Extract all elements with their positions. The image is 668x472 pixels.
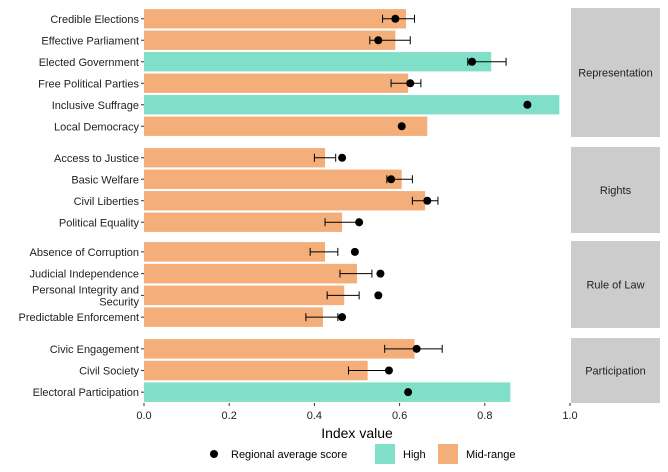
legend: Regional average score High Mid-range bbox=[210, 444, 516, 464]
legend-mid-swatch bbox=[438, 444, 458, 464]
y-tick-label: Effective Parliament bbox=[41, 35, 139, 47]
y-tick-label: Civic Engagement bbox=[50, 344, 139, 356]
y-tick-label: Credible Elections bbox=[50, 14, 139, 26]
bar bbox=[144, 360, 368, 381]
y-tick-label: Free Political Parties bbox=[38, 78, 139, 90]
y-tick-label: Inclusive Suffrage bbox=[52, 100, 139, 112]
y-tick-label: Electoral Participation bbox=[33, 387, 139, 399]
facet-panels: Credible Elections Effective Parliament El… bbox=[19, 8, 660, 403]
facet-strip-label: Participation bbox=[585, 366, 646, 378]
facet-strip bbox=[571, 338, 660, 403]
x-tick-label: 0.4 bbox=[307, 410, 322, 422]
facet-strip bbox=[571, 8, 660, 137]
bar bbox=[144, 285, 345, 306]
y-tick-label: Basic Welfare bbox=[71, 174, 139, 186]
x-axis-title: Index value bbox=[321, 425, 393, 441]
regional-average-point bbox=[397, 122, 406, 131]
legend-high-swatch bbox=[375, 444, 395, 464]
regional-average-point bbox=[423, 196, 432, 205]
bar bbox=[144, 263, 357, 284]
facet-strip bbox=[571, 241, 660, 328]
bar bbox=[144, 148, 326, 168]
y-tick-label: Political Equality bbox=[59, 217, 140, 229]
regional-average-point bbox=[338, 153, 347, 162]
y-tick-label: Judicial Independence bbox=[30, 269, 139, 281]
regional-average-point bbox=[338, 313, 347, 322]
bar bbox=[144, 382, 511, 402]
y-tick-label: Local Democracy bbox=[54, 121, 139, 133]
regional-average-point bbox=[406, 79, 415, 88]
bar bbox=[144, 52, 492, 72]
legend-mid-label: Mid-range bbox=[466, 449, 516, 461]
regional-average-point bbox=[384, 366, 393, 375]
bar bbox=[144, 95, 560, 115]
facet-rights: Access to Justice Basic Welfare Civil Libe… bbox=[54, 147, 660, 233]
regional-average-point bbox=[468, 57, 477, 66]
bar bbox=[144, 191, 426, 211]
bar bbox=[144, 30, 396, 50]
bar bbox=[144, 169, 402, 189]
x-tick-label: 0.8 bbox=[477, 410, 492, 422]
regional-average-point bbox=[523, 100, 532, 109]
facet-participation: Civic Engagement Civil Society Electoral P… bbox=[33, 338, 660, 403]
regional-average-point bbox=[387, 175, 396, 184]
regional-average-point bbox=[404, 388, 413, 397]
y-tick-label: Access to Justice bbox=[54, 153, 139, 165]
regional-average-point bbox=[412, 344, 421, 353]
regional-average-point bbox=[376, 269, 385, 278]
y-tick-label: Elected Government bbox=[39, 57, 139, 69]
bar bbox=[144, 73, 409, 93]
legend-dot-marker bbox=[210, 450, 218, 458]
facet-strip-label: Rights bbox=[600, 185, 632, 197]
legend-high-label: High bbox=[403, 449, 426, 461]
y-tick-label: Civil Society bbox=[79, 366, 139, 378]
y-tick-label: Civil Liberties bbox=[74, 196, 140, 208]
facet-representation: Credible Elections Effective Parliament El… bbox=[38, 8, 660, 137]
regional-average-point bbox=[350, 247, 359, 256]
bar bbox=[144, 339, 415, 359]
facet-rule-of-law: Absence of Corruption Judicial Independen… bbox=[19, 241, 660, 328]
regional-average-point bbox=[374, 36, 383, 45]
regional-average-point bbox=[355, 218, 364, 227]
regional-average-point bbox=[374, 291, 383, 300]
y-tick-label: Absence of Corruption bbox=[30, 247, 139, 259]
facet-strip-label: Rule of Law bbox=[586, 280, 644, 292]
bar bbox=[144, 116, 428, 136]
bar bbox=[144, 307, 323, 327]
x-tick-label: 0.6 bbox=[392, 410, 407, 422]
regional-average-point bbox=[391, 14, 400, 23]
facet-strip bbox=[571, 147, 660, 233]
y-tick-label: Personal Integrity and Security bbox=[32, 284, 140, 308]
x-tick-label: 1.0 bbox=[562, 410, 577, 422]
x-tick-label: 0.0 bbox=[136, 410, 151, 422]
facet-strip-label: Representation bbox=[578, 68, 653, 80]
x-axis: 0.0 0.2 0.4 0.6 0.8 1.0 bbox=[136, 403, 578, 422]
legend-dot-label: Regional average score bbox=[231, 449, 347, 461]
y-tick-label: Predictable Enforcement bbox=[19, 312, 139, 324]
bar bbox=[144, 9, 406, 29]
bar bbox=[144, 212, 343, 232]
x-tick-label: 0.2 bbox=[222, 410, 237, 422]
bar bbox=[144, 242, 326, 262]
